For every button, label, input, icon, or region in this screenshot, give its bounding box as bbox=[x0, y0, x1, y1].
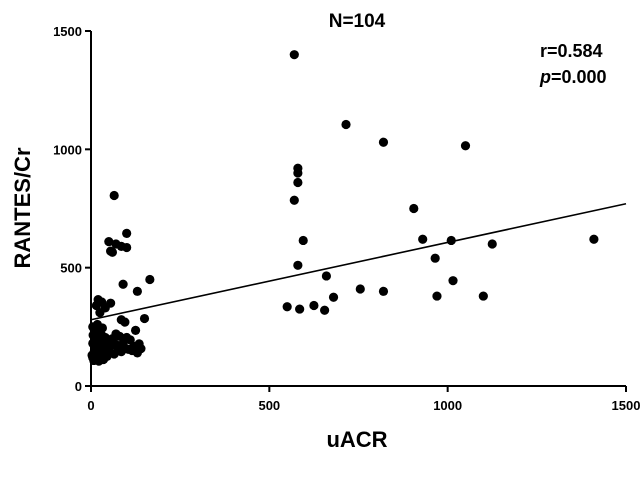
x-tick-label: 500 bbox=[258, 398, 280, 413]
x-tick-label: 0 bbox=[87, 398, 94, 413]
data-point bbox=[289, 50, 299, 60]
data-point bbox=[132, 348, 142, 358]
y-tick-label: 1500 bbox=[53, 24, 82, 39]
data-point bbox=[120, 317, 130, 327]
data-point bbox=[289, 195, 299, 205]
p-annotation: p=0.000 bbox=[539, 67, 607, 87]
data-point bbox=[122, 242, 132, 253]
data-point bbox=[309, 300, 319, 311]
data-point bbox=[145, 274, 155, 285]
y-tick-label: 0 bbox=[75, 379, 82, 394]
data-point bbox=[95, 308, 105, 318]
data-point bbox=[409, 203, 419, 214]
data-point bbox=[430, 253, 440, 263]
data-point bbox=[90, 335, 100, 345]
data-point bbox=[293, 260, 303, 270]
data-point bbox=[122, 228, 132, 238]
data-point bbox=[320, 305, 330, 315]
data-point bbox=[355, 284, 365, 294]
data-point bbox=[107, 247, 117, 257]
data-point bbox=[448, 276, 458, 286]
data-point bbox=[293, 177, 303, 188]
trend-line-group bbox=[90, 202, 627, 321]
data-point bbox=[341, 119, 351, 130]
data-point bbox=[97, 323, 108, 333]
data-point bbox=[100, 332, 110, 343]
data-point bbox=[298, 235, 308, 246]
data-point bbox=[446, 235, 456, 246]
data-point bbox=[293, 168, 303, 178]
data-point bbox=[132, 286, 142, 296]
data-point bbox=[108, 337, 118, 347]
data-point bbox=[139, 313, 150, 324]
x-tick-label: 1000 bbox=[433, 398, 462, 413]
data-point bbox=[89, 355, 99, 366]
data-point bbox=[295, 304, 305, 314]
y-tick-label: 500 bbox=[60, 261, 82, 276]
data-point bbox=[282, 302, 292, 312]
y-axis-ticks: 0 500 1000 1500 bbox=[53, 24, 91, 394]
data-point bbox=[109, 190, 119, 201]
data-point bbox=[114, 331, 125, 341]
data-point bbox=[116, 347, 126, 357]
data-points bbox=[87, 50, 599, 366]
data-point bbox=[91, 300, 101, 311]
data-point bbox=[589, 234, 599, 244]
data-point bbox=[378, 286, 389, 296]
data-point bbox=[478, 291, 488, 301]
data-point bbox=[378, 137, 389, 147]
data-point bbox=[130, 325, 141, 335]
data-point bbox=[109, 349, 119, 359]
chart-title: N=104 bbox=[329, 11, 386, 32]
data-point bbox=[118, 279, 128, 289]
r-annotation: r=0.584 bbox=[540, 41, 603, 61]
data-point bbox=[460, 141, 471, 151]
data-point bbox=[418, 234, 428, 244]
data-point bbox=[487, 239, 497, 249]
data-point bbox=[123, 344, 134, 354]
p-value: =0.000 bbox=[551, 67, 607, 87]
data-point bbox=[321, 271, 331, 281]
data-point bbox=[104, 237, 114, 247]
data-point bbox=[432, 291, 442, 301]
x-tick-label: 1500 bbox=[612, 398, 641, 413]
y-axis-title: RANTES/Cr bbox=[10, 147, 35, 268]
y-tick-label: 1000 bbox=[53, 142, 82, 157]
x-axis-title: uACR bbox=[326, 427, 387, 452]
p-symbol: p bbox=[539, 67, 551, 87]
data-point bbox=[328, 292, 339, 302]
x-axis-ticks: 0 500 1000 1500 bbox=[87, 386, 640, 413]
trend-line bbox=[90, 202, 627, 321]
